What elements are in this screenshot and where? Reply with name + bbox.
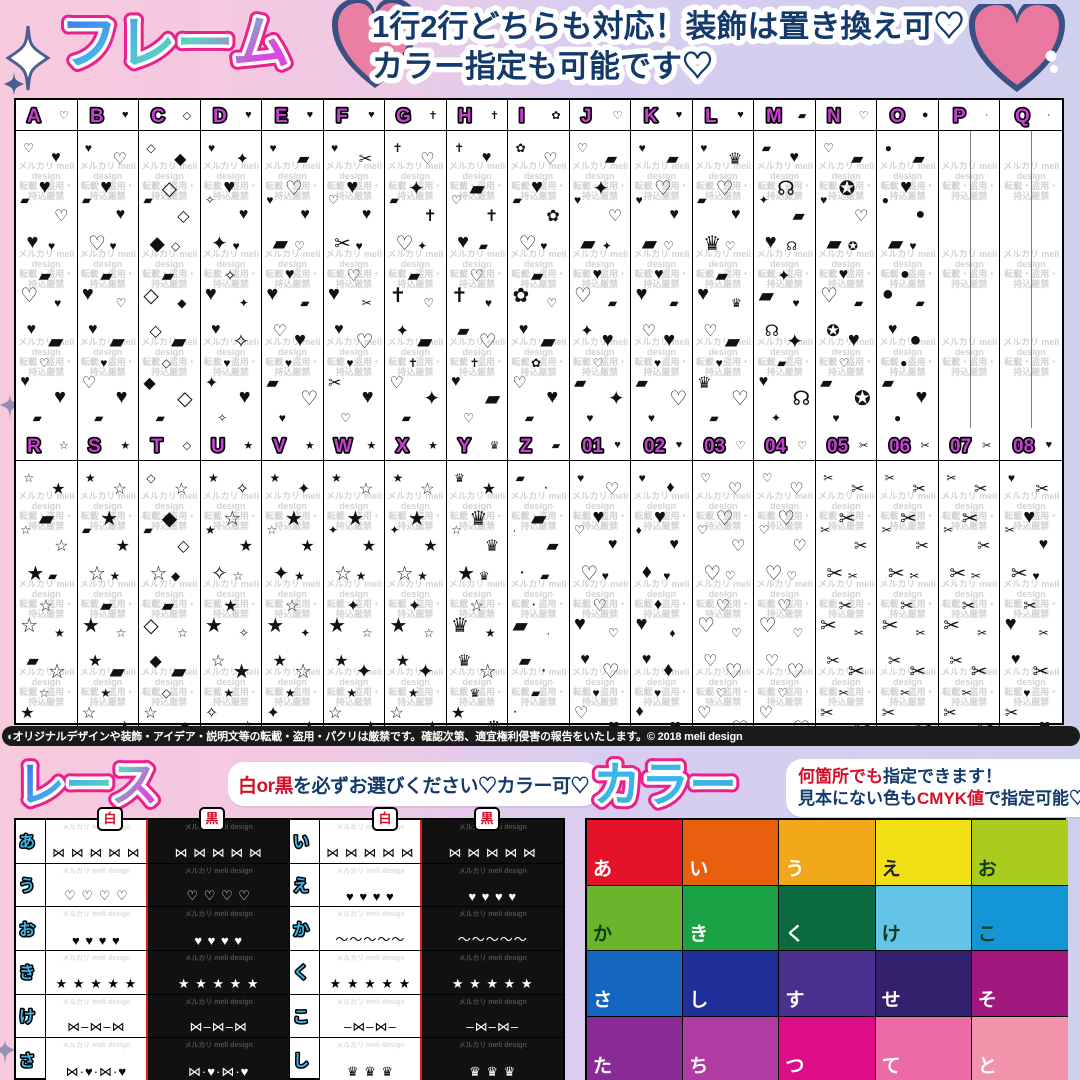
- svg-text:し: し: [293, 1052, 309, 1070]
- svg-text:こ: こ: [293, 1009, 309, 1026]
- svg-text:か: か: [293, 921, 309, 939]
- svg-text:フレーム: フレーム: [60, 11, 290, 76]
- svg-text:F: F: [336, 106, 348, 127]
- svg-text:S: S: [88, 436, 101, 457]
- svg-text:X: X: [396, 436, 409, 457]
- svg-text:04: 04: [765, 436, 787, 457]
- svg-text:1行2行どちらも対応！装飾は置き換え可♡: 1行2行どちらも対応！装飾は置き換え可♡: [372, 9, 964, 44]
- svg-text:P: P: [953, 106, 966, 127]
- svg-text:C: C: [151, 106, 165, 127]
- svg-text:さ: さ: [19, 1052, 35, 1070]
- svg-text:O: O: [890, 106, 905, 127]
- svg-text:う: う: [19, 877, 35, 895]
- svg-text:W: W: [334, 436, 352, 457]
- svg-text:J: J: [581, 106, 592, 127]
- svg-text:い: い: [293, 834, 309, 851]
- svg-text:N: N: [827, 106, 841, 127]
- svg-text:き: き: [19, 964, 35, 982]
- svg-text:R: R: [27, 436, 41, 457]
- svg-text:H: H: [458, 106, 472, 127]
- svg-text:01: 01: [582, 436, 604, 457]
- svg-text:カラー指定も可能です♡: カラー指定も可能です♡: [372, 49, 713, 84]
- svg-text:U: U: [211, 436, 225, 457]
- svg-text:け: け: [19, 1008, 35, 1026]
- svg-text:え: え: [293, 877, 309, 895]
- svg-text:Y: Y: [458, 436, 471, 457]
- svg-text:06: 06: [889, 436, 910, 457]
- svg-text:Z: Z: [520, 436, 532, 457]
- svg-text:く: く: [293, 964, 309, 982]
- svg-text:03: 03: [704, 436, 725, 457]
- svg-text:カラー: カラー: [593, 759, 737, 812]
- svg-text:A: A: [27, 106, 41, 127]
- svg-text:L: L: [705, 106, 717, 127]
- svg-text:08: 08: [1013, 436, 1034, 457]
- svg-text:05: 05: [827, 436, 849, 457]
- svg-text:D: D: [213, 106, 227, 127]
- svg-text:お: お: [19, 921, 35, 939]
- svg-text:レース: レース: [17, 759, 159, 812]
- svg-text:Q: Q: [1015, 106, 1030, 127]
- svg-text:I: I: [519, 106, 524, 127]
- svg-text:07: 07: [950, 436, 971, 457]
- svg-text:M: M: [766, 106, 782, 127]
- svg-text:K: K: [644, 106, 658, 127]
- svg-text:あ: あ: [19, 833, 35, 851]
- svg-text:E: E: [275, 106, 288, 127]
- svg-text:T: T: [151, 436, 163, 457]
- svg-text:G: G: [396, 106, 411, 127]
- svg-text:B: B: [90, 106, 104, 127]
- svg-text:V: V: [273, 436, 286, 457]
- svg-text:02: 02: [644, 436, 665, 457]
